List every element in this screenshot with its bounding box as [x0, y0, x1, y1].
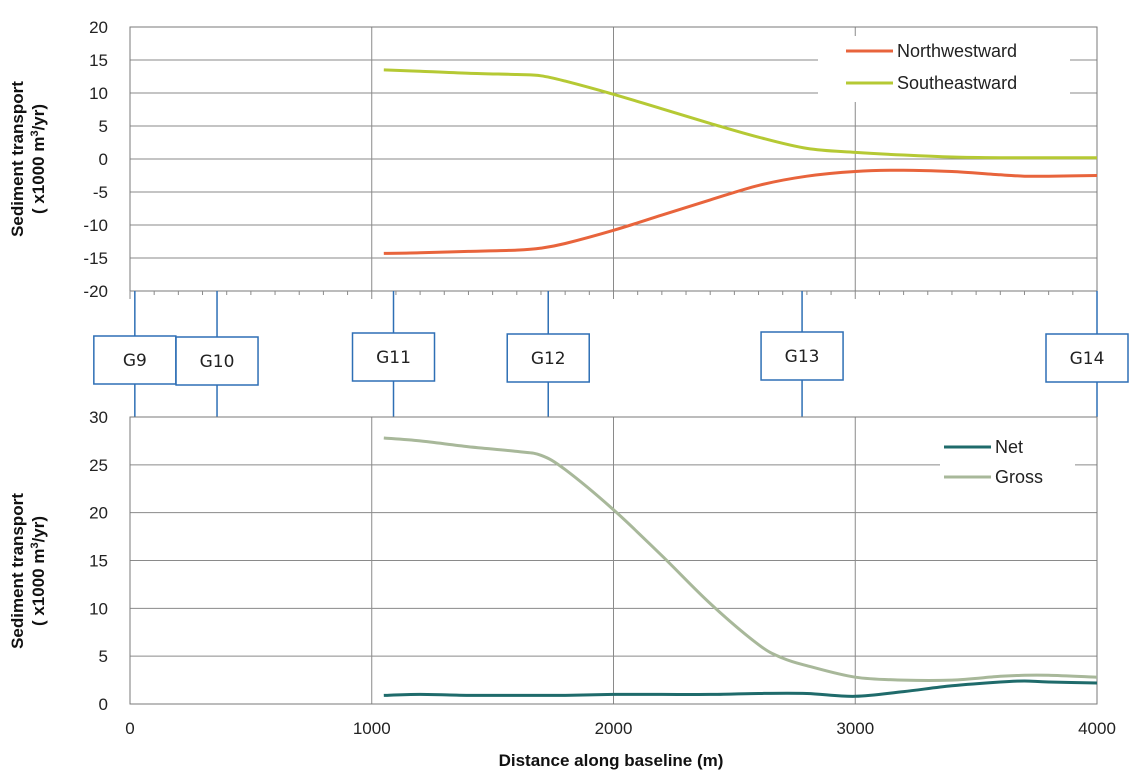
bottom-y-tick-label: 30	[89, 408, 108, 427]
bottom-y-tick-label: 5	[99, 647, 108, 666]
top-y-tick-label: 20	[89, 18, 108, 37]
bottom-gridlines	[130, 417, 1097, 704]
groyne-box-g13	[760, 331, 844, 381]
bottom-y-tick-label: 25	[89, 456, 108, 475]
bottom-x-tick-label: 2000	[595, 719, 633, 738]
top-y-tick-label: -5	[93, 183, 108, 202]
bottom-plot-area	[129, 416, 1098, 705]
top-y-axis-label: Sediment transport	[8, 81, 27, 237]
bottom-series-line-1	[383, 436, 1098, 683]
groyne-box-g12	[506, 333, 590, 383]
groyne-label-g12: G12	[531, 349, 566, 369]
top-y-tick-label: 5	[99, 117, 108, 136]
top-y-tick-label: -20	[83, 282, 108, 301]
bottom-x-tick-label: 3000	[836, 719, 874, 738]
bottom-y-tick-label: 10	[89, 599, 108, 618]
top-series-line-1	[383, 68, 1097, 160]
bottom-y-units-end: /yr)	[29, 516, 48, 542]
x-axis-label: Distance along baseline (m)	[499, 751, 724, 770]
bottom-y-tick-label: 0	[99, 695, 108, 714]
bottom-y-tick-labels: 0 5 10 15 20 25 30	[89, 408, 108, 714]
bottom-x-tick-label: 1000	[353, 719, 391, 738]
top-y-units-main: ( x1000 m	[29, 137, 48, 215]
top-y-tick-label: 0	[99, 150, 108, 169]
top-y-axis-label-units: ( x1000 m3/yr)	[29, 104, 48, 214]
bottom-legend: Net Gross	[940, 432, 1075, 492]
bottom-series-line-0	[383, 679, 1098, 698]
top-y-tick-label: 15	[89, 51, 108, 70]
top-y-tick-label: -10	[83, 216, 108, 235]
top-minor-ticks	[129, 291, 1098, 299]
top-legend: Northwestward Southeastward	[818, 36, 1070, 102]
top-legend-box	[818, 36, 1070, 102]
legend-label-northwestward: Northwestward	[897, 41, 1017, 61]
top-y-units-end: /yr)	[29, 104, 48, 130]
groyne-label-g11: G11	[376, 348, 411, 368]
bottom-x-tick-label: 0	[125, 719, 134, 738]
groyne-box-g9	[93, 335, 177, 385]
bottom-series-lines	[383, 436, 1098, 698]
top-series-line-0	[383, 168, 1098, 255]
bottom-y-axis-label: Sediment transport	[8, 493, 27, 649]
top-y-tick-label: -15	[83, 249, 108, 268]
bottom-y-tick-label: 15	[89, 552, 108, 571]
legend-label-southeastward: Southeastward	[897, 73, 1017, 93]
transport-direction-chart: -20 -15 -10 -5 0 5 10 15 20 Northwestward Southe…	[8, 18, 1098, 301]
groyne-box-g11	[351, 332, 436, 382]
bottom-x-tick-label: 4000	[1078, 719, 1116, 738]
bottom-x-tick-labels: 0 1000 2000 3000 4000	[125, 719, 1116, 738]
groyne-markers: G9 G10 G11 G12 G13 G14	[93, 291, 1129, 417]
top-y-units-sup: 3	[29, 130, 41, 136]
groyne-box-g10	[175, 336, 259, 386]
top-series-lines	[383, 68, 1098, 255]
legend-label-net: Net	[995, 437, 1023, 457]
bottom-y-units-sup: 3	[29, 542, 41, 548]
bottom-y-units-main: ( x1000 m	[29, 549, 48, 627]
groyne-label-g9: G9	[123, 351, 147, 371]
groyne-label-g14: G14	[1070, 349, 1105, 369]
groyne-label-g13: G13	[785, 347, 820, 367]
bottom-y-axis-label-units: ( x1000 m3/yr)	[29, 516, 48, 626]
groyne-label-g10: G10	[200, 352, 235, 372]
top-y-tick-labels: -20 -15 -10 -5 0 5 10 15 20	[83, 18, 108, 301]
groyne-box-g14	[1045, 333, 1129, 383]
bottom-y-tick-label: 20	[89, 504, 108, 523]
legend-label-gross: Gross	[995, 467, 1043, 487]
net-gross-transport-chart: 0 5 10 15 20 25 30 0 1000 2000 3000 4000 Net Gross…	[8, 408, 1116, 770]
top-y-tick-label: 10	[89, 84, 108, 103]
bottom-legend-box	[940, 432, 1075, 492]
